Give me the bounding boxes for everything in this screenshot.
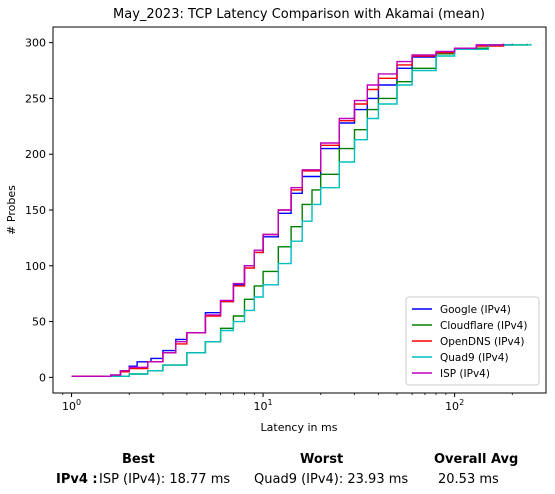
y-tick-label: 300 [25,37,46,50]
y-tick-label: 200 [25,148,46,161]
legend-label: OpenDNS (IPv4) [440,336,525,348]
y-tick-label: 150 [25,204,46,217]
chart-title: May_2023: TCP Latency Comparison with Ak… [113,7,485,22]
x-axis-label: Latency in ms [261,421,338,434]
worst-header: Worst [300,452,344,467]
latency-cdf-chart: May_2023: TCP Latency Comparison with Ak… [5,7,547,434]
best-header: Best [122,452,155,467]
y-axis-label: # Probes [5,185,18,235]
legend-label: Quad9 (IPv4) [440,352,509,364]
legend-label: ISP (IPv4) [440,368,490,380]
y-tick-label: 250 [25,92,46,105]
y-tick-label: 100 [25,260,46,273]
x-axis: 100 101 102 [62,393,513,413]
overall-avg-value: 20.53 ms [438,472,499,487]
worst-value: Quad9 (IPv4): 23.93 ms [254,472,409,487]
x-tick-label: 100 [62,398,81,413]
legend-label: Google (IPv4) [440,304,511,316]
legend-box [405,296,540,386]
y-axis: 0 50 100 150 200 250 300 [25,37,53,384]
legend: Google (IPv4) Cloudflare (IPv4) OpenDNS (I… [405,296,540,386]
best-value: ISP (IPv4): 18.77 ms [99,472,231,487]
x-tick-label: 102 [445,398,464,413]
row-label-ipv4: IPv4 : [56,472,98,487]
legend-label: Cloudflare (IPv4) [440,320,527,332]
series-line [105,43,532,377]
x-tick-label: 101 [254,398,273,413]
series-lines [71,43,532,377]
y-tick-label: 0 [39,371,46,384]
y-tick-label: 50 [32,316,46,329]
series-line [71,43,505,377]
overall-avg-header: Overall Avg [434,452,519,467]
